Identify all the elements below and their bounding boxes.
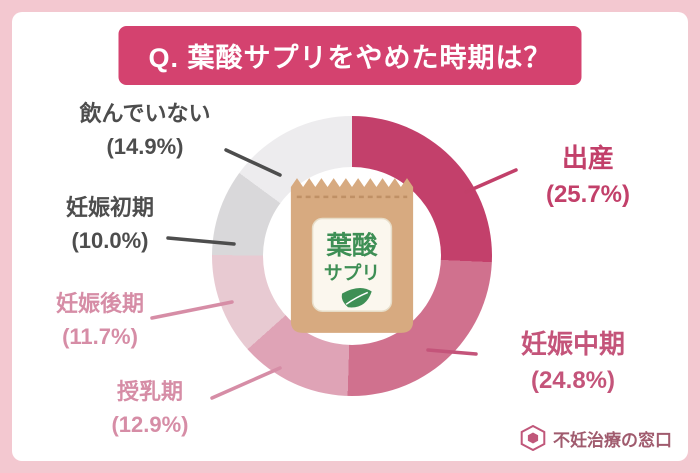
segment-percentage: (14.9%) [106,133,184,159]
donut-hole: 葉酸 サプリ [263,167,441,345]
segment-label-nursing: 授乳期 (12.9%) [60,378,240,438]
segment-name: 妊娠中期 [520,329,625,359]
segment-name: 飲んでいない [79,101,211,126]
segment-name: 授乳期 [116,379,183,404]
brand-logo: 不妊治療の窓口 [520,425,672,451]
leaf-vein [345,291,369,305]
segment-name: 妊娠後期 [55,291,144,316]
pouch-label-title: 葉酸 [325,231,378,260]
pouch-label-subtitle: サプリ [324,263,380,284]
segment-label-mid-pregnancy: 妊娠中期 (24.8%) [478,328,668,396]
segment-percentage: (11.7%) [62,323,138,349]
segment-percentage: (25.7%) [545,180,631,208]
segment-name: 妊娠初期 [65,195,154,220]
segment-label-late-pregnancy: 妊娠後期 (11.7%) [5,290,195,350]
page-title: Q. 葉酸サプリをやめた時期は？ [118,26,582,85]
supplement-pouch-illustration: 葉酸 サプリ [290,178,414,333]
pouch-label [311,217,393,312]
segment-percentage: (24.8%) [530,366,616,394]
segment-name: 出産 [561,143,614,173]
hexagon-logo-icon [520,425,546,451]
segment-label-not-drinking: 飲んでいない (14.9%) [35,100,255,160]
brand-name: 不妊治療の窓口 [553,430,672,450]
segment-percentage: (10.0%) [71,227,149,253]
segment-label-birth: 出産 (25.7%) [500,142,676,210]
segment-label-early-pregnancy: 妊娠初期 (10.0%) [20,194,200,254]
segment-percentage: (12.9%) [111,411,189,437]
